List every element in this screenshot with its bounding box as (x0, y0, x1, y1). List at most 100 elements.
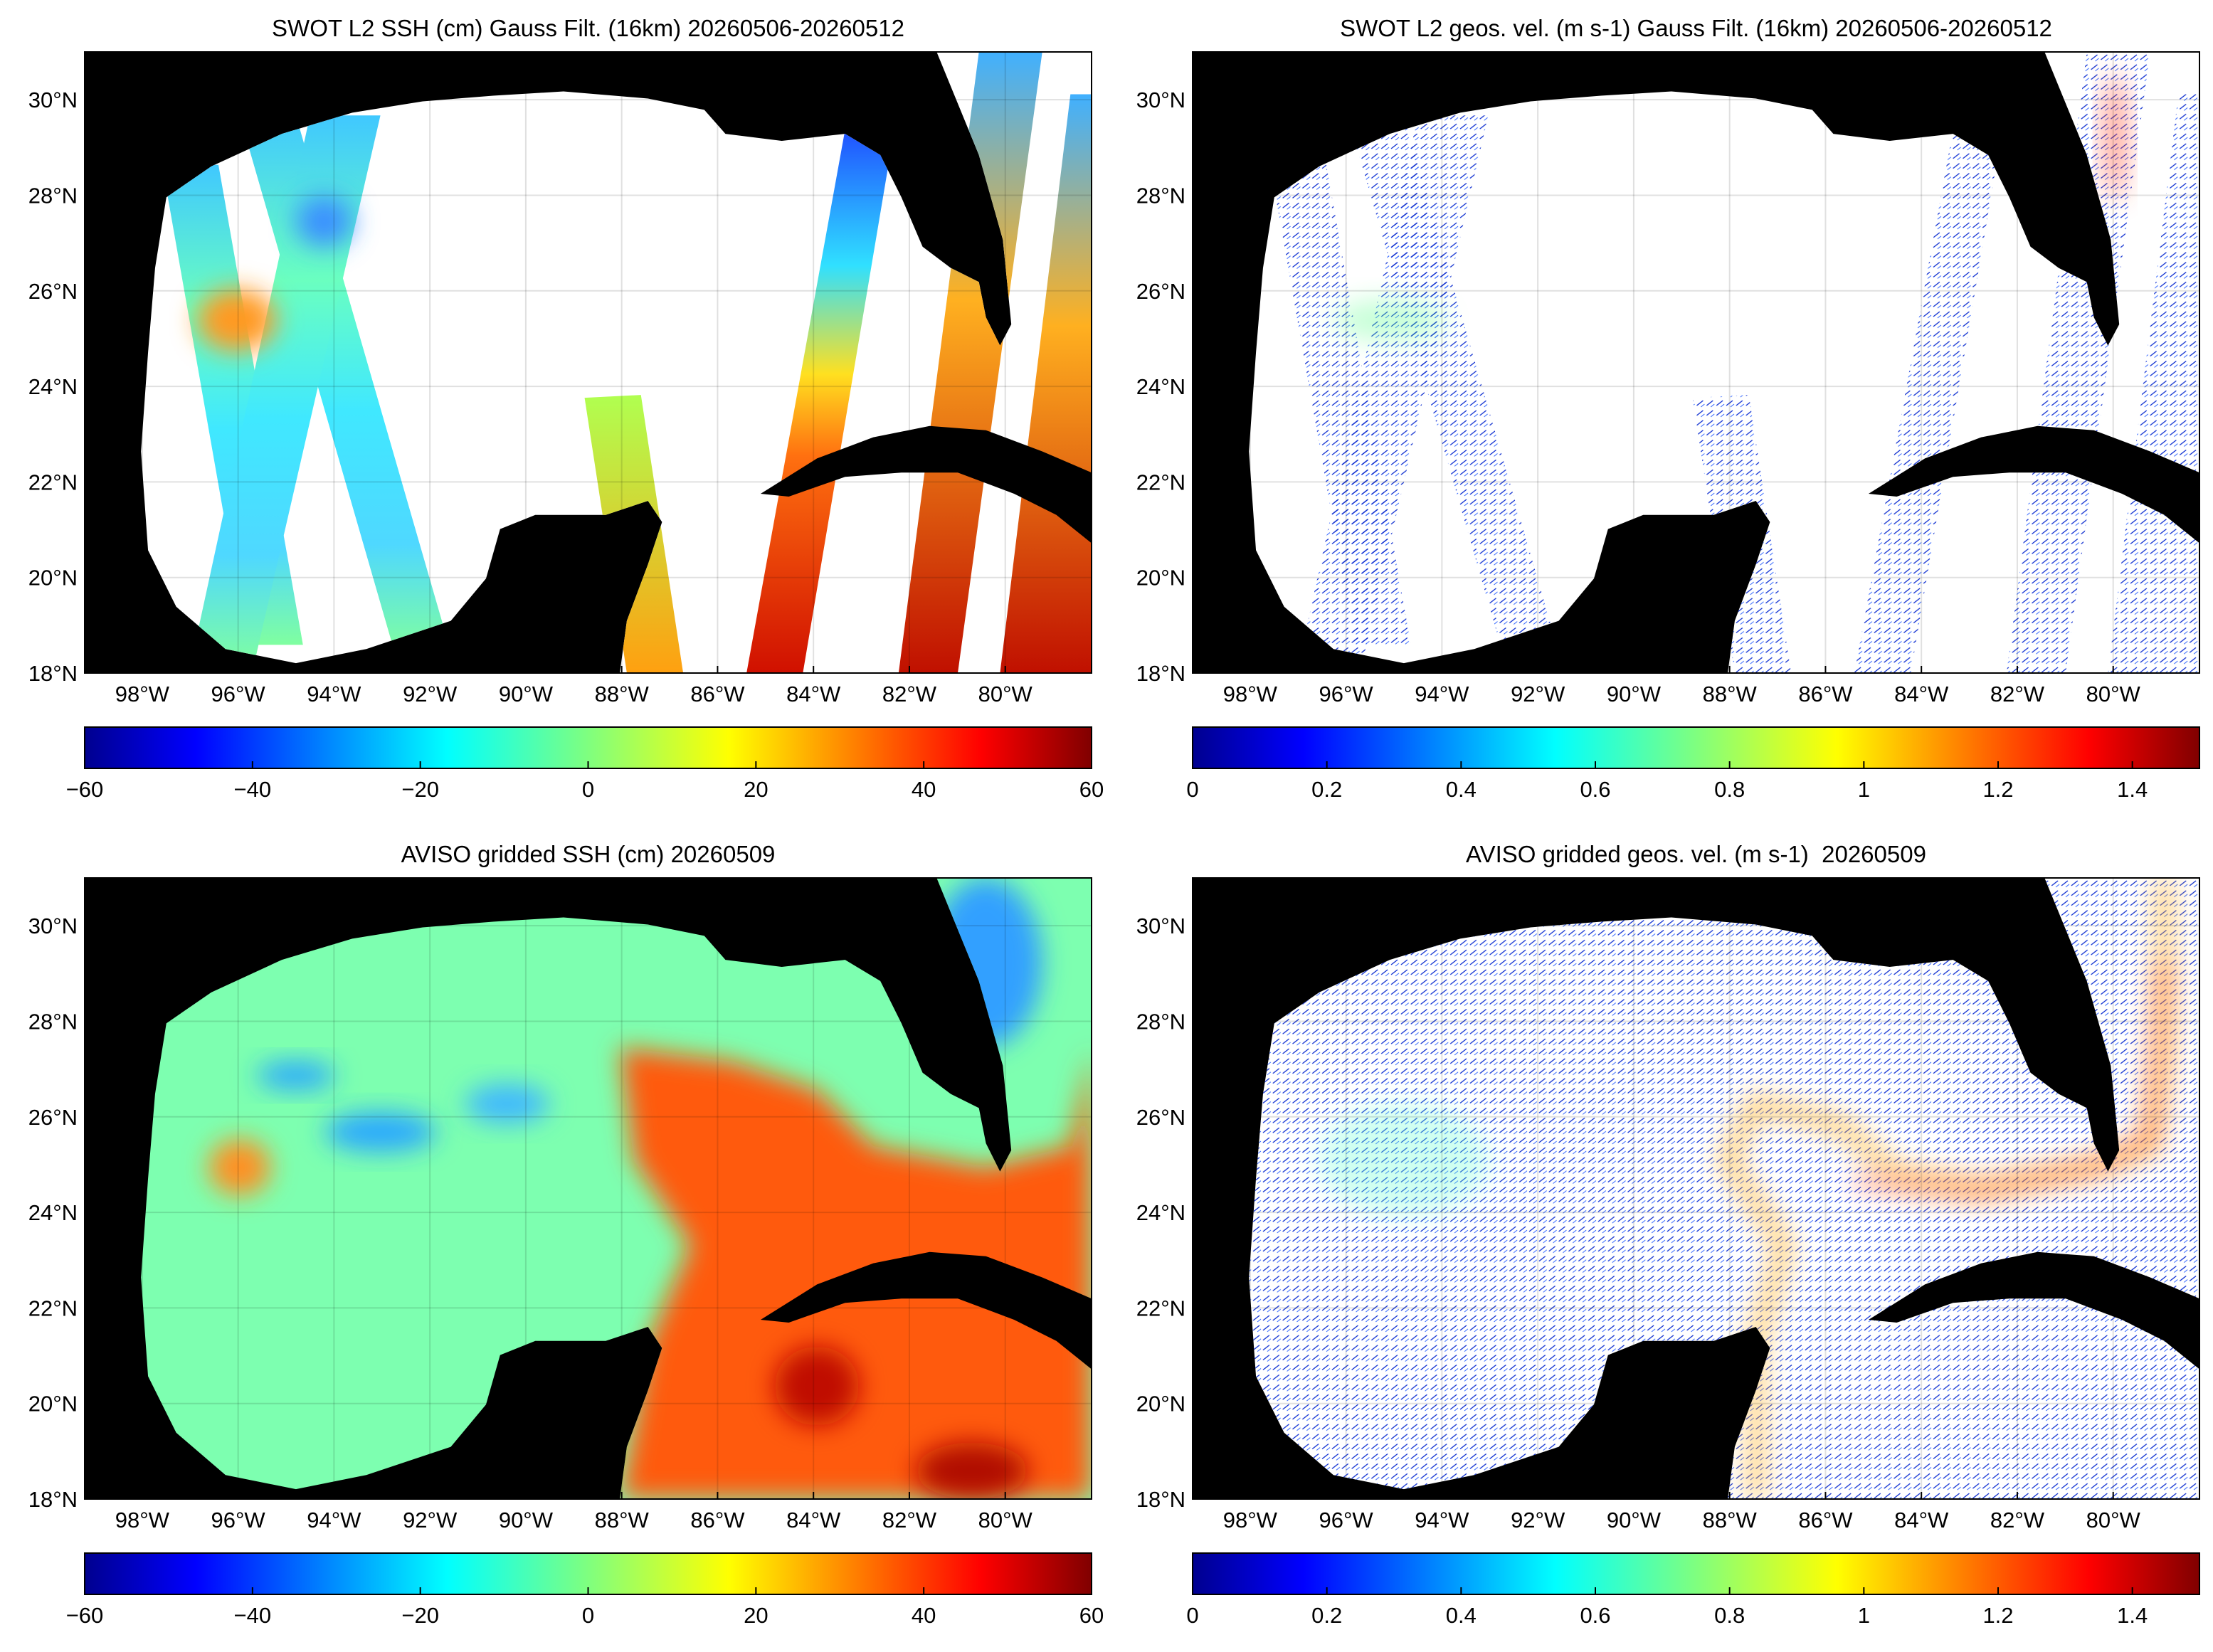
colorbar-tick-label: 1 (1858, 1603, 1870, 1628)
x-tick-label: 84°W (786, 682, 841, 706)
x-tick-label: 88°W (595, 682, 650, 706)
x-tick-label: 90°W (499, 682, 554, 706)
colorbar-tick-label: 0.4 (1446, 777, 1477, 802)
y-tick-label: 30°N (28, 88, 78, 112)
x-tick-label: 82°W (882, 682, 937, 706)
x-tick-label: 86°W (1798, 1508, 1853, 1532)
x-tick-label: 92°W (1511, 682, 1565, 706)
y-tick-label: 20°N (28, 566, 78, 591)
x-tick-label: 90°W (1607, 682, 1662, 706)
x-tick-label: 90°W (1607, 1508, 1662, 1532)
x-tick-label: 94°W (1415, 1508, 1469, 1532)
x-tick-label: 86°W (1798, 682, 1853, 706)
colorbar-tick-label: 1.2 (1982, 777, 2013, 802)
x-tick-label: 94°W (307, 1508, 361, 1532)
x-tick-label: 94°W (307, 682, 361, 706)
colorbar-tick-label: 60 (1079, 1603, 1104, 1628)
colorbar-tick-label: 0 (582, 1603, 594, 1628)
x-tick-label: 88°W (1703, 682, 1758, 706)
x-tick-label: 86°W (690, 1508, 745, 1532)
map-swot-velocity (1193, 52, 2199, 673)
x-tick-label: 94°W (1415, 682, 1469, 706)
x-tick-label: 90°W (499, 1508, 554, 1532)
x-tick-label: 82°W (1990, 1508, 2045, 1532)
colorbar-tick-label: 60 (1079, 777, 1104, 802)
y-tick-label: 28°N (1136, 1009, 1185, 1034)
y-tick-label: 30°N (28, 914, 78, 938)
y-tick-label: 26°N (28, 279, 78, 304)
x-tick-label: 96°W (1319, 682, 1374, 706)
x-tick-label: 88°W (1703, 1508, 1758, 1532)
panel-title: AVISO gridded geos. vel. (m s-1) 2026050… (1466, 841, 1926, 867)
x-tick-label: 80°W (978, 682, 1033, 706)
x-tick-label: 98°W (1223, 682, 1278, 706)
colorbar-tick-label: −40 (234, 777, 272, 802)
y-tick-label: 26°N (1136, 279, 1185, 304)
x-tick-label: 92°W (1511, 1508, 1565, 1532)
map-aviso-ssh (85, 878, 1092, 1499)
x-tick-label: 98°W (115, 682, 170, 706)
y-tick-label: 26°N (1136, 1105, 1185, 1130)
map-frame (84, 51, 1092, 674)
colorbar-tick-label: 1.2 (1982, 1603, 2013, 1628)
colorbar-tick-label: 0 (582, 777, 594, 802)
colorbar-tick-label: 0 (1186, 1603, 1198, 1628)
map-swot-ssh (85, 52, 1092, 673)
colorbar-tick-label: −40 (234, 1603, 272, 1628)
x-tick-label: 80°W (2086, 1508, 2141, 1532)
y-tick-label: 18°N (28, 1487, 78, 1512)
y-tick-label: 20°N (1136, 566, 1185, 591)
colorbar-tick-label: 1 (1858, 777, 1870, 802)
map-frame (84, 877, 1092, 1500)
x-tick-label: 96°W (211, 682, 266, 706)
y-tick-label: 18°N (28, 661, 78, 686)
colorbar-tick-label: 0 (1186, 777, 1198, 802)
colorbar-tick-label: −20 (401, 777, 439, 802)
colorbar-tick-label: 0.8 (1714, 1603, 1745, 1628)
x-tick-label: 88°W (595, 1508, 650, 1532)
colorbar-tick-label: 0.2 (1311, 1603, 1342, 1628)
y-tick-label: 20°N (1136, 1392, 1185, 1417)
x-tick-label: 84°W (786, 1508, 841, 1532)
panel-title: SWOT L2 SSH (cm) Gauss Filt. (16km) 2026… (272, 15, 904, 41)
colorbar-tick-label: −60 (66, 1603, 104, 1628)
x-tick-label: 82°W (1990, 682, 2045, 706)
colorbar-tick-label: 40 (912, 1603, 936, 1628)
colorbar-tick-label: −20 (401, 1603, 439, 1628)
map-aviso-velocity (1193, 878, 2199, 1499)
y-tick-label: 28°N (1136, 183, 1185, 208)
y-tick-label: 30°N (1136, 914, 1185, 938)
colorbar-tick-label: 1.4 (2117, 777, 2148, 802)
y-tick-label: 24°N (1136, 1200, 1185, 1225)
x-tick-label: 80°W (2086, 682, 2141, 706)
panel-title: SWOT L2 geos. vel. (m s-1) Gauss Filt. (… (1340, 15, 2052, 41)
colorbar-tick-label: 1.4 (2117, 1603, 2148, 1628)
x-tick-label: 92°W (403, 682, 458, 706)
x-tick-label: 98°W (115, 1508, 170, 1532)
y-tick-label: 24°N (1136, 374, 1185, 399)
x-tick-label: 84°W (1894, 682, 1949, 706)
y-tick-label: 22°N (1136, 1296, 1185, 1320)
y-tick-label: 18°N (1136, 661, 1185, 686)
y-tick-label: 24°N (28, 1200, 78, 1225)
y-tick-label: 18°N (1136, 1487, 1185, 1512)
colorbar-tick-label: 0.6 (1580, 1603, 1610, 1628)
colorbar-tick-label: 0.4 (1446, 1603, 1477, 1628)
colorbar-tick-label: 20 (744, 777, 768, 802)
y-tick-label: 24°N (28, 374, 78, 399)
y-tick-label: 26°N (28, 1105, 78, 1130)
x-tick-label: 86°W (690, 682, 745, 706)
y-tick-label: 20°N (28, 1392, 78, 1417)
colorbar (1192, 726, 2200, 769)
y-tick-label: 22°N (1136, 470, 1185, 494)
y-tick-label: 22°N (28, 1296, 78, 1320)
colorbar (1192, 1552, 2200, 1595)
colorbar-tick-label: 20 (744, 1603, 768, 1628)
panel-title: AVISO gridded SSH (cm) 20260509 (401, 841, 776, 867)
x-tick-label: 98°W (1223, 1508, 1278, 1532)
colorbar-tick-label: −60 (66, 777, 104, 802)
colorbar-tick-label: 0.2 (1311, 777, 1342, 802)
x-tick-label: 82°W (882, 1508, 937, 1532)
